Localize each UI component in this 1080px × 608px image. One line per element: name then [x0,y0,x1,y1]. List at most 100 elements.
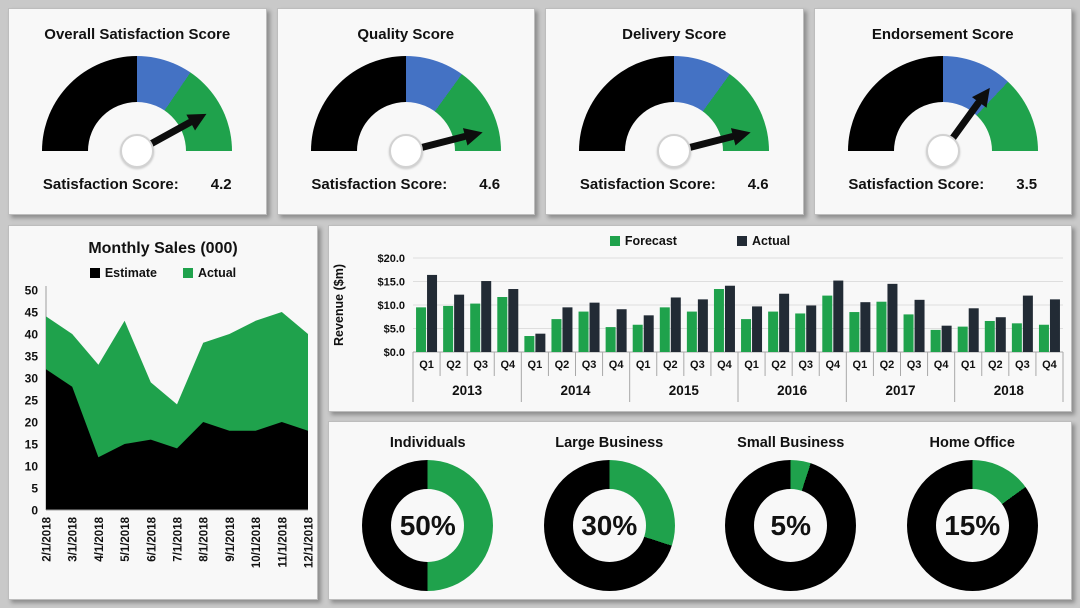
donut-title: Large Business [555,435,664,451]
svg-text:12/1/2018: 12/1/2018 [304,516,315,568]
revenue-chart: Revenue ($m) $0.0 $5.0 $10.0 $15.0 $20.0 Q1 Q2 Q… [332,253,1064,402]
actual-swatch-icon [182,268,193,278]
svg-text:$15.0: $15.0 [377,277,405,289]
svg-text:7/1/2018: 7/1/2018 [173,516,185,561]
gauge-title: Overall Satisfaction Score [44,26,231,43]
forecast-swatch-icon [609,236,620,246]
svg-text:20: 20 [25,416,39,430]
donut-percentage: 5% [770,509,811,541]
svg-text:$10.0: $10.0 [377,300,405,312]
gauge-chart [847,56,1038,168]
svg-text:Q3: Q3 [690,359,705,371]
gauge-chart [42,56,233,168]
donut-hole: 50% [391,489,465,562]
gauge-score-label: Satisfaction Score: [848,176,985,193]
gauge-score-label: Satisfaction Score: [311,176,448,193]
legend-item-actual: Actual [736,234,791,248]
revenue-legend: Forecast Actual [329,234,1071,248]
donut-title: Home Office [929,435,1015,451]
monthly-sales-chart: 0 5 10 15 20 25 30 35 40 45 50 2/1/2018 3/1/2018 4/1/… [25,284,315,569]
donut-tile-large-business: Large Business 30% [519,422,699,591]
svg-text:2016: 2016 [777,383,808,398]
gauge-hub-icon [657,134,692,168]
svg-text:9/1/2018: 9/1/2018 [225,516,237,561]
legend-label: Actual [751,234,791,248]
svg-text:25: 25 [25,394,39,408]
svg-text:5: 5 [31,482,38,496]
svg-text:Q1: Q1 [636,359,651,371]
legend-item-estimate: Estimate [89,266,157,280]
bottom-row: Monthly Sales (000) Estimate Actual 0 5 10… [8,225,1072,600]
donut-percentage: 15% [944,509,1001,541]
svg-text:Q4: Q4 [934,359,950,371]
svg-text:2/1/2018: 2/1/2018 [42,516,54,561]
svg-text:Q1: Q1 [744,359,759,371]
svg-text:50: 50 [25,284,39,298]
svg-text:4/1/2018: 4/1/2018 [94,516,106,561]
gauge-score-row: Satisfaction Score: 4.2 [43,176,232,193]
donut-tile-home-office: Home Office 15% [882,422,1062,591]
donut-tile-small-business: Small Business 5% [701,422,881,591]
svg-text:Q4: Q4 [825,359,841,371]
donut-chart: 5% [725,460,857,591]
revenue-panel: Forecast Actual Revenue ($m) $0.0 $5.0 $10.… [328,225,1072,412]
svg-text:Q1: Q1 [853,359,868,371]
donut-chart: 30% [543,460,675,591]
gauge-score-row: Satisfaction Score: 4.6 [580,176,769,193]
svg-text:$20.0: $20.0 [377,253,405,265]
donut-hole: 15% [935,489,1009,562]
monthly-sales-title: Monthly Sales (000) [88,240,238,257]
svg-text:Q3: Q3 [473,359,488,371]
gauge-title: Quality Score [357,26,455,43]
gauge-hub-icon [925,134,960,168]
svg-text:Q3: Q3 [907,359,922,371]
svg-text:Q1: Q1 [419,359,434,371]
svg-text:0: 0 [31,504,38,518]
gauge-score-row: Satisfaction Score: 3.5 [848,176,1037,193]
gauge-score-row: Satisfaction Score: 4.6 [311,176,500,193]
svg-text:Q3: Q3 [582,359,597,371]
donut-percentage: 30% [581,509,638,541]
gauge-score-value: 3.5 [1016,176,1038,193]
gauges-row: Overall Satisfaction Score Satisfaction … [8,8,1072,215]
svg-text:Q2: Q2 [555,359,570,371]
svg-text:Q1: Q1 [528,359,543,371]
monthly-sales-panel: Monthly Sales (000) Estimate Actual 0 5 10… [8,225,318,600]
svg-text:Q2: Q2 [771,359,786,371]
svg-text:2017: 2017 [885,383,915,398]
svg-text:Q2: Q2 [988,359,1003,371]
svg-text:Q3: Q3 [798,359,813,371]
right-column: Forecast Actual Revenue ($m) $0.0 $5.0 $10.… [328,225,1072,600]
segments-panel: Individuals 50% Large Business 30% [328,421,1072,600]
svg-text:3/1/2018: 3/1/2018 [68,516,80,561]
gauge-score-label: Satisfaction Score: [579,176,716,193]
gauge-score-value: 4.6 [747,176,769,193]
svg-text:Revenue ($m): Revenue ($m) [332,264,346,346]
svg-text:10/1/2018: 10/1/2018 [251,516,263,568]
svg-text:45: 45 [25,306,39,320]
gauge-score-label: Satisfaction Score: [42,176,179,193]
donut-chart: 50% [362,460,494,591]
svg-text:Q4: Q4 [500,359,516,371]
donut-chart: 15% [906,460,1038,591]
svg-text:Q1: Q1 [961,359,976,371]
svg-text:2014: 2014 [560,383,591,398]
actual-swatch-icon [736,236,747,246]
gauge-score-value: 4.2 [210,176,232,193]
gauge-chart [310,56,501,168]
donut-title: Individuals [389,435,466,451]
legend-label: Actual [197,266,237,280]
gauge-panel-endorsement: Endorsement Score Satisfaction Score: 3.… [813,8,1072,215]
legend-item-forecast: Forecast [609,234,677,248]
donut-tile-individuals: Individuals 50% [338,422,518,591]
gauge-hub-icon [120,134,155,168]
gauge-panel-overall-satisfaction: Overall Satisfaction Score Satisfaction … [8,8,267,215]
svg-text:Q2: Q2 [880,359,895,371]
gauge-title: Delivery Score [622,26,727,43]
svg-text:2015: 2015 [669,383,700,398]
svg-text:$5.0: $5.0 [384,324,405,336]
donut-hole: 30% [572,489,646,562]
svg-text:10: 10 [25,460,39,474]
svg-text:Q2: Q2 [446,359,461,371]
